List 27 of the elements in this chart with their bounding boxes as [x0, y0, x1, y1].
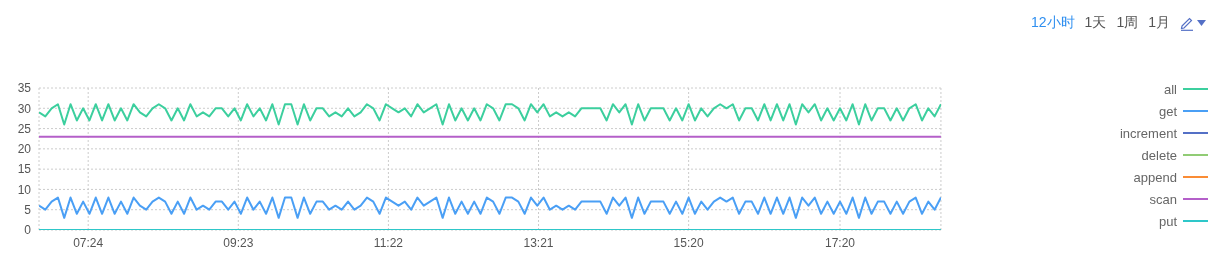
- x-tick-label: 11:22: [373, 235, 404, 250]
- text: 12小时: [1031, 14, 1075, 32]
- y-tick-label: 20: [17, 142, 32, 157]
- y-tick-label: 35: [17, 81, 32, 96]
- y-tick-label: 0: [24, 223, 32, 238]
- legend-label: increment: [1119, 125, 1177, 141]
- legend-label: put: [1158, 213, 1177, 229]
- legend-label: delete: [1141, 147, 1177, 163]
- x-tick-label: 13:21: [523, 235, 554, 250]
- legend-label: scan: [1149, 191, 1177, 207]
- x-tick-label: 15:20: [673, 235, 704, 250]
- x-tick-label: 07:24: [73, 235, 104, 250]
- y-tick-label: 5: [24, 202, 32, 217]
- line-series: [39, 103, 941, 126]
- text: 1月: [1148, 14, 1170, 32]
- legend-label: all: [1163, 81, 1177, 97]
- line-series: [39, 196, 941, 219]
- legend-label: append: [1133, 169, 1177, 185]
- y-tick-label: 10: [17, 182, 32, 197]
- y-tick-label: 25: [17, 121, 32, 136]
- text: 1天: [1084, 14, 1107, 32]
- text: 1周: [1116, 14, 1139, 32]
- legend-label: get: [1158, 103, 1177, 119]
- y-tick-label: 15: [17, 162, 32, 177]
- x-tick-label: 17:20: [824, 235, 856, 250]
- x-tick-label: 09:23: [223, 235, 254, 250]
- y-tick-label: 30: [17, 101, 32, 116]
